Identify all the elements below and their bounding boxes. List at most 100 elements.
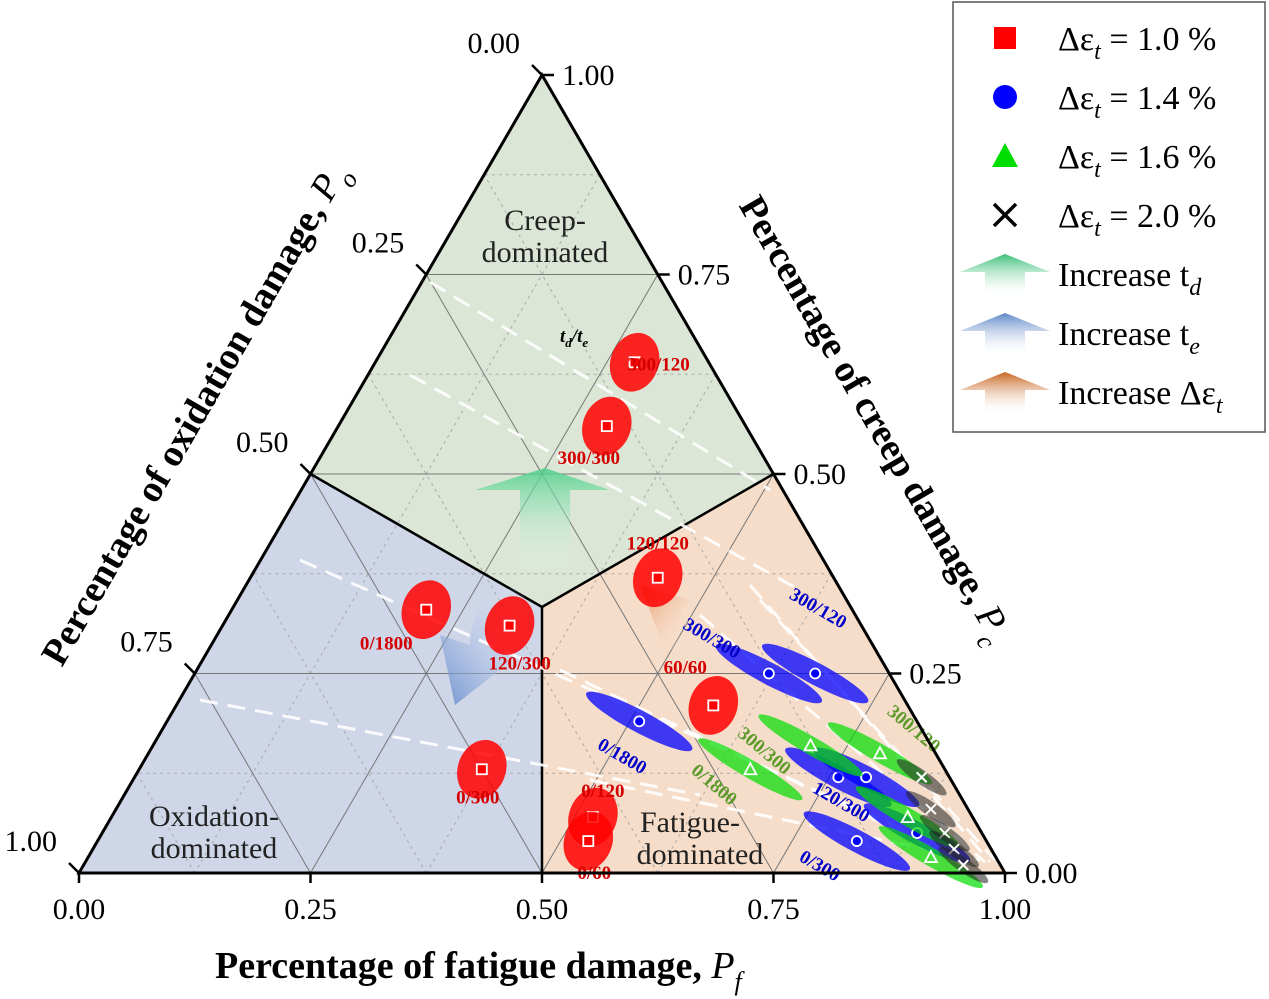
oxidation-region-label: Oxidation- xyxy=(149,800,279,833)
creep-tick-label: 0.50 xyxy=(794,458,847,491)
legend-label: Increase te xyxy=(1058,316,1200,360)
data-point-circle xyxy=(809,667,822,680)
series-0: 300/120 300/300 120/120 0/1800 120/300 60/60 0… xyxy=(360,332,739,884)
data-point-cross xyxy=(915,771,928,783)
td-te-header: td/te xyxy=(560,326,588,350)
creep-region-label-2: dominated xyxy=(482,236,609,269)
data-cloud xyxy=(758,714,863,777)
data-point-triangle xyxy=(923,849,939,863)
region-divider xyxy=(541,472,775,609)
grid-line xyxy=(136,772,196,874)
legend-square-icon xyxy=(994,27,1016,49)
fatigue-axis-title: Percentage of fatigue damage, Pf xyxy=(215,945,746,996)
oxidation-tick xyxy=(299,463,312,475)
data-point-square xyxy=(651,571,664,584)
point-label: 0/120 xyxy=(581,781,624,802)
grid-line xyxy=(194,174,601,874)
data-point-triangle xyxy=(803,737,819,752)
data-point-circle xyxy=(860,771,872,784)
legend-item-6: Increase Δεt xyxy=(960,372,1224,419)
oxidation-tick-label: 0.00 xyxy=(468,27,521,60)
creep-tick-label: 0.00 xyxy=(1025,857,1078,890)
creep-region-label: Creep- xyxy=(504,204,586,237)
data-point-circle xyxy=(850,835,863,847)
legend-arrow-icon xyxy=(960,313,1050,353)
point-label: 300/120 xyxy=(627,354,689,375)
creep-tick-label: 0.75 xyxy=(678,259,731,292)
data-point-square xyxy=(475,763,488,776)
trend-line xyxy=(429,280,771,492)
data-point-square xyxy=(582,835,595,847)
region-divider xyxy=(309,472,543,609)
data-point-square xyxy=(707,699,720,712)
data-point-cross xyxy=(925,803,937,815)
legend-label: Increase Δεt xyxy=(1058,375,1224,419)
legend-circle-icon xyxy=(993,85,1017,109)
data-point-circle xyxy=(762,667,775,680)
data-cloud xyxy=(698,738,803,801)
data-points: 300/120 300/300 120/120 0/1800 120/300 60/60 0… xyxy=(360,332,989,889)
data-point-square xyxy=(628,356,641,369)
legend-label: Increase td xyxy=(1058,257,1202,301)
legend: Δεt = 1.0 % Δεt = 1.4 % Δεt = 1.6 % Δεt = 2… xyxy=(952,1,1266,433)
fatigue-tick-label: 0.50 xyxy=(516,893,569,926)
point-label: 120/300 xyxy=(488,654,550,675)
data-point-square xyxy=(420,603,433,616)
legend-item-1: Δεt = 1.4 % xyxy=(993,80,1216,124)
oxidation-tick xyxy=(415,263,428,276)
legend-cross-icon xyxy=(992,202,1018,228)
trend-line xyxy=(589,778,981,862)
fatigue-region-label-2: dominated xyxy=(637,838,764,871)
grid-line xyxy=(657,573,832,874)
fatigue-region-label: Fatigue- xyxy=(640,806,740,839)
region-labels: Creep- dominated Oxidation- dominated Fa… xyxy=(149,204,763,871)
oxidation-tick-label: 0.75 xyxy=(120,626,173,659)
data-point-triangle xyxy=(900,809,916,824)
trend-line xyxy=(409,373,801,592)
grid-line xyxy=(425,373,717,874)
legend-arrow-icon xyxy=(960,372,1050,412)
fatigue-tick-label: 0.00 xyxy=(53,893,106,926)
oxidation-tick-label: 0.25 xyxy=(352,227,405,260)
legend-item-2: Δεt = 1.6 % xyxy=(992,139,1216,183)
grid-line xyxy=(252,573,427,874)
trend-line xyxy=(199,698,701,797)
data-point-square xyxy=(503,619,516,632)
data-point-circle xyxy=(633,715,646,728)
grid-line xyxy=(194,673,311,874)
point-label: 60/60 xyxy=(664,657,707,678)
creep-tick-label: 0.25 xyxy=(909,658,962,691)
fatigue-tick-label: 1.00 xyxy=(979,893,1032,926)
grid-line xyxy=(310,473,543,874)
point-label: 0/1800 xyxy=(360,634,413,655)
trend-line xyxy=(758,598,997,862)
oxidation-tick xyxy=(183,662,196,675)
data-point-triangle xyxy=(872,745,888,760)
axis-ticks: 0.00 0.00 0.00 0.25 0.25 0.25 0.50 0.50 0.50 0.75… xyxy=(5,27,1078,926)
legend-label: Δεt = 1.6 % xyxy=(1058,139,1216,183)
point-label: 0/300 xyxy=(456,787,499,808)
data-point-square xyxy=(600,420,613,433)
point-label: 300/300 xyxy=(558,448,620,469)
oxidation-region-label-2: dominated xyxy=(151,832,278,865)
fatigue-tick-label: 0.25 xyxy=(284,893,337,926)
legend-item-3: Δεt = 2.0 % xyxy=(992,198,1216,242)
increase-td-arrow xyxy=(475,468,610,575)
oxidation-tick-label: 1.00 xyxy=(5,825,58,858)
data-point-triangle xyxy=(742,761,758,776)
oxidation-tick xyxy=(531,64,543,76)
legend-triangle-icon xyxy=(992,143,1018,167)
fatigue-tick-label: 0.75 xyxy=(747,893,800,926)
legend-item-4: Increase td xyxy=(960,254,1202,301)
creep-tick-label: 1.00 xyxy=(562,59,615,92)
legend-item-0: Δεt = 1.0 % xyxy=(994,21,1216,65)
oxidation-tick-label: 0.50 xyxy=(236,426,289,459)
legend-item-5: Increase te xyxy=(960,313,1200,360)
point-label: 120/120 xyxy=(627,534,689,555)
legend-label: Δεt = 1.4 % xyxy=(1058,80,1216,124)
legend-arrow-icon xyxy=(960,254,1050,294)
data-point-cross xyxy=(957,859,970,871)
oxidation-tick xyxy=(68,862,80,874)
legend-label: Δεt = 2.0 % xyxy=(1058,198,1216,242)
